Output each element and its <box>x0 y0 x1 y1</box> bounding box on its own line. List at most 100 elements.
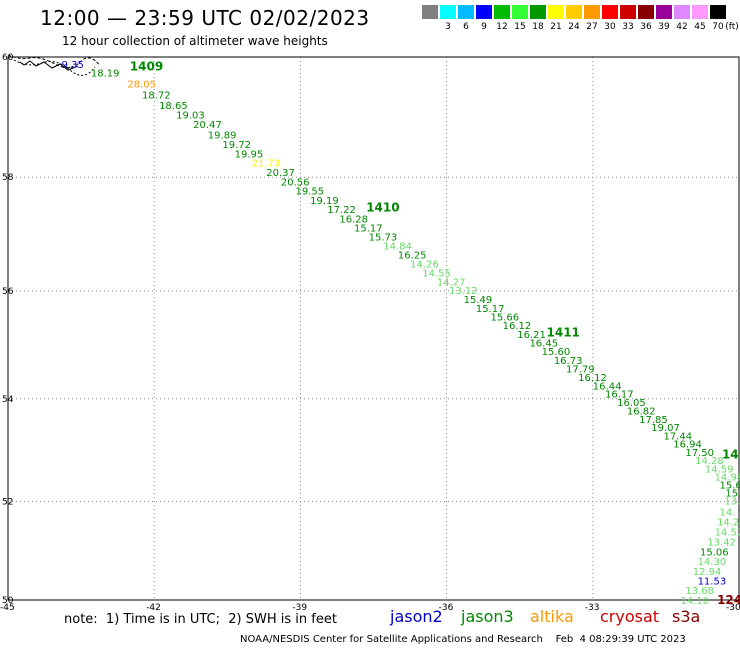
pass-number-label: 1410 <box>366 200 399 214</box>
lon-tick-label: -45 <box>0 603 15 613</box>
wave-height-label: 14.30 <box>698 557 727 568</box>
legend-swatch <box>548 5 564 19</box>
lon-tick-label: -42 <box>146 603 161 613</box>
wave-height-label: 14.59 <box>705 464 734 475</box>
wave-height-label: 18.65 <box>159 101 188 112</box>
wave-height-label: 18.72 <box>142 91 171 102</box>
wave-height-label: 19.19 <box>310 196 339 207</box>
legend-swatch <box>530 5 546 19</box>
legend-swatch <box>512 5 528 19</box>
lon-tick-label: -39 <box>292 603 307 613</box>
map-frame <box>7 56 740 601</box>
satellite-legend-item: cryosat <box>600 607 660 626</box>
wave-height-label: 12.94 <box>693 567 722 578</box>
legend-label: 27 <box>586 22 598 32</box>
wave-height-label: 16.45 <box>529 339 558 350</box>
coastline <box>7 54 101 76</box>
wave-height-label: 16.94 <box>673 440 702 451</box>
wave-height-label: 19.89 <box>208 130 237 141</box>
wave-height-label: 17.79 <box>566 364 595 375</box>
wave-height-label: 14.27 <box>437 277 466 288</box>
lat-tick-label: 60 <box>2 53 14 63</box>
wave-height-label: 15. <box>725 489 740 500</box>
legend-swatch <box>692 5 708 19</box>
wave-height-label: 19.95 <box>235 149 264 160</box>
wave-height-label: 16.21 <box>517 330 546 341</box>
wave-height-label: 14. <box>720 508 736 519</box>
wave-height-label: 15.17 <box>354 223 383 234</box>
wave-height-label: 16.05 <box>617 398 646 409</box>
wave-height-label: 15.73 <box>369 232 398 243</box>
wave-height-label: 19.72 <box>222 140 251 151</box>
wave-height-label: 16.73 <box>554 356 583 367</box>
satellite-legend-item: s3a <box>672 607 701 626</box>
lon-tick-label: -36 <box>439 603 454 613</box>
lat-tick-label: 50 <box>2 596 14 606</box>
legend-label: 18 <box>532 22 544 32</box>
wave-height-label: 14.98 <box>715 472 740 483</box>
page-title: 12:00 — 23:59 UTC 02/02/2023 <box>40 6 370 30</box>
legend-label: 39 <box>658 22 670 32</box>
legend-label: 30 <box>604 22 616 32</box>
legend-label: 3 <box>445 22 451 32</box>
legend-swatch <box>584 5 600 19</box>
lat-tick-label: 58 <box>2 173 14 183</box>
wave-height-label: 20.47 <box>193 120 222 131</box>
wave-height-label: 18.19 <box>91 69 120 80</box>
wave-height-label: 14.28 <box>695 456 724 467</box>
wave-height-label: 15.17 <box>476 304 505 315</box>
pass-number-label: 1411 <box>547 325 580 339</box>
wave-height-label: 28.05 <box>127 80 156 91</box>
legend-swatch <box>656 5 672 19</box>
lat-tick-label: 52 <box>2 498 13 508</box>
wave-height-label: 15.66 <box>490 313 519 324</box>
graticule <box>7 56 740 601</box>
legend-swatch <box>422 5 438 19</box>
legend-swatch <box>476 5 492 19</box>
axis-ticks: 60 58 56 54 52 50-45 -42 -39 -36 -33 -30 <box>0 53 740 613</box>
page-subtitle: 12 hour collection of altimeter wave hei… <box>62 34 328 48</box>
wave-height-label: 13.42 <box>707 537 736 548</box>
legend-label: 9 <box>481 22 487 32</box>
legend-swatch <box>674 5 690 19</box>
wave-height-label: 14.10 <box>681 596 710 607</box>
legend-label: 42 <box>676 22 688 32</box>
wave-height-label: 19.55 <box>296 187 325 198</box>
wave-height-label: 15.49 <box>464 295 493 306</box>
legend-swatch <box>710 5 726 19</box>
wave-height-label: 13.12 <box>449 286 478 297</box>
wave-height-label: 14.55 <box>422 268 451 279</box>
wave-height-label: 17.50 <box>685 448 714 459</box>
wave-height-label: 17.85 <box>639 415 668 426</box>
wave-height-label: 14.84 <box>383 242 412 253</box>
lon-tick-label: -33 <box>585 603 600 613</box>
wave-height-label: 9.35 <box>62 60 84 71</box>
legend-label: 36 <box>640 22 652 32</box>
wave-height-label: 20.56 <box>281 177 310 188</box>
legend-swatch <box>620 5 636 19</box>
wave-height-label: 20.37 <box>266 168 295 179</box>
wave-height-label: 16.28 <box>339 214 368 225</box>
wave-height-label: 19.03 <box>176 111 205 122</box>
footer-credit: NOAA/NESDIS Center for Satellite Applica… <box>240 634 686 645</box>
wave-height-label: 14.2 <box>717 518 739 529</box>
legend-label: 12 <box>496 22 508 32</box>
wave-height-label: 16.82 <box>627 407 656 418</box>
lat-tick-label: 54 <box>2 395 14 405</box>
satellite-legend-item: altika <box>530 607 574 626</box>
satellite-legend-item: jason2 <box>390 607 443 626</box>
wave-height-label: 15.68 <box>720 481 740 492</box>
legend-label: 45 <box>694 22 706 32</box>
note-text: note: 1) Time is in UTC; 2) SWH is in fe… <box>64 612 337 627</box>
legend-swatch <box>440 5 456 19</box>
legend-label: 15 <box>514 22 526 32</box>
legend-label: 21 <box>550 22 562 32</box>
pass-number-label: 1409 <box>130 60 163 74</box>
wave-height-label: 15.06 <box>700 547 729 558</box>
wave-height-label: 11.53 <box>698 577 727 588</box>
legend-swatch <box>602 5 618 19</box>
wave-height-label: 14.26 <box>410 259 439 270</box>
observation-labels: 9.3518.19140928.0518.7218.6519.0320.4719… <box>62 60 740 607</box>
wave-height-label: 21.73 <box>252 159 281 170</box>
